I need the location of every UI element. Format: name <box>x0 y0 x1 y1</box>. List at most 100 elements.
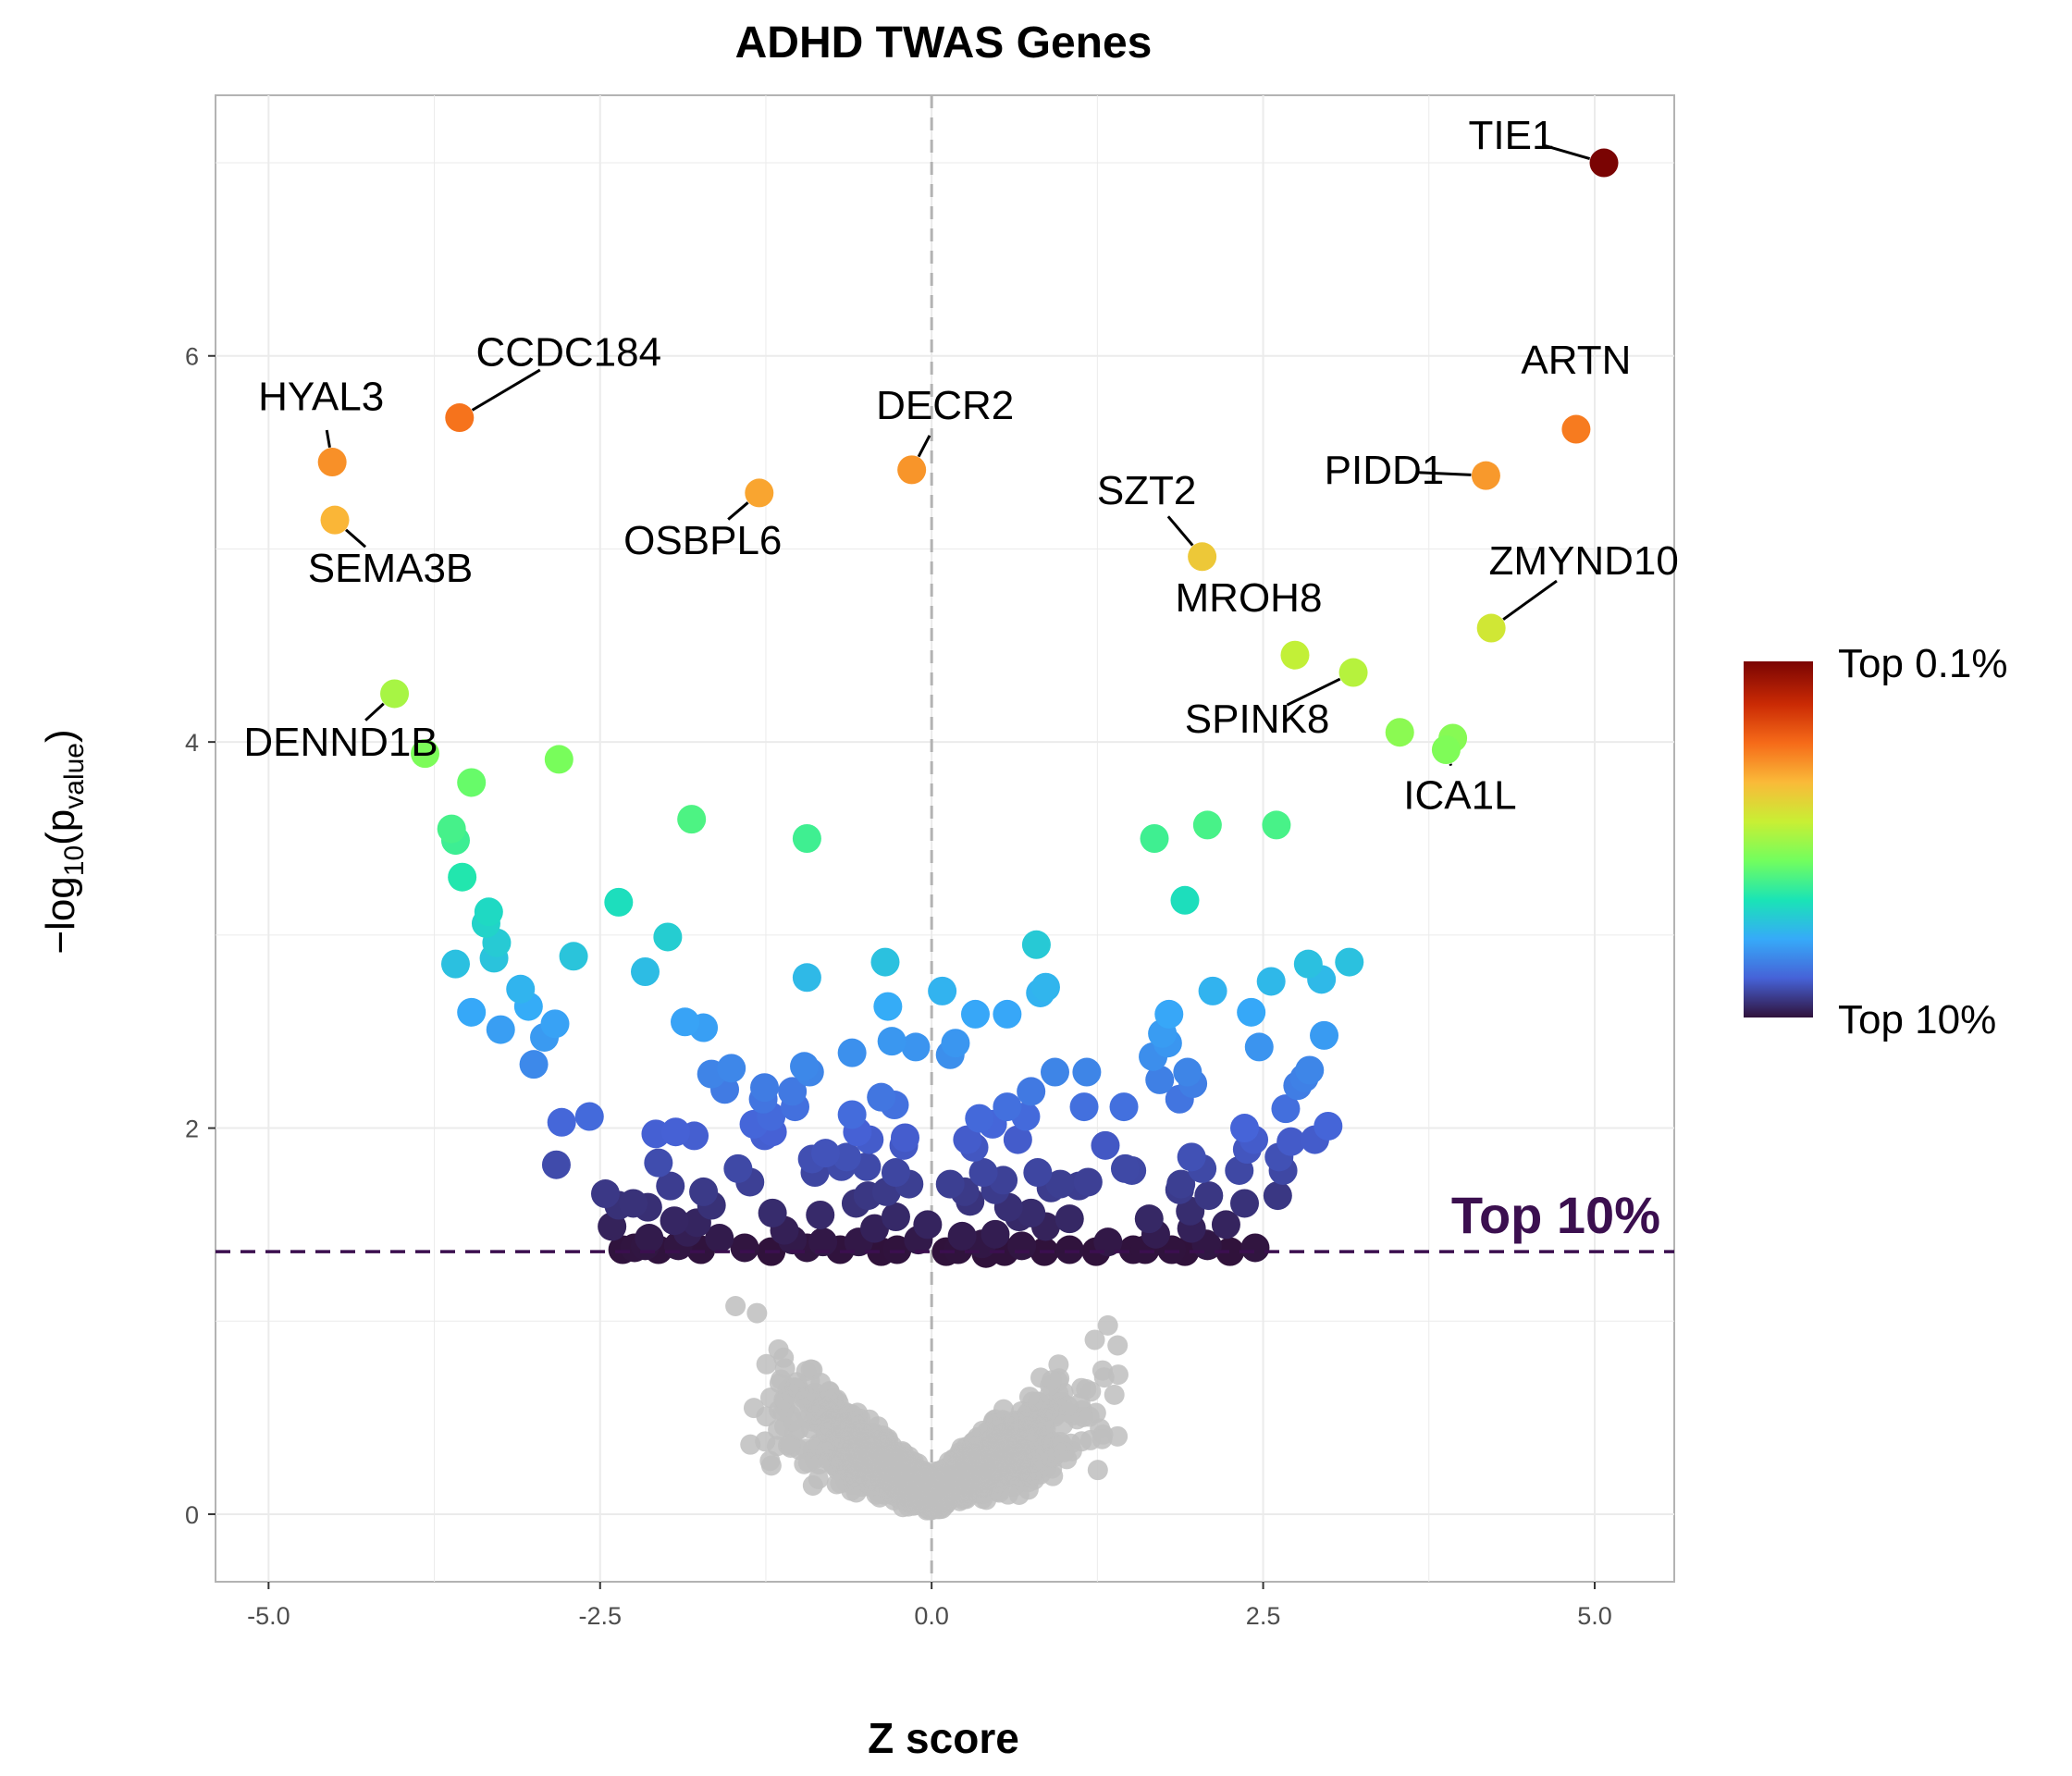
data-point <box>1198 976 1227 1005</box>
labeled-point-artn <box>1561 414 1591 444</box>
data-point <box>723 1153 753 1183</box>
data-point <box>604 887 634 917</box>
grey-point <box>864 1469 885 1490</box>
grey-point <box>1057 1396 1079 1417</box>
data-point <box>980 1219 1010 1249</box>
data-point <box>540 1009 570 1039</box>
grey-point <box>1084 1329 1105 1350</box>
labeled-point-hyal3 <box>317 448 347 477</box>
labeled-point-sema3b <box>320 505 350 535</box>
legend-high-label: Top 0.1% <box>1838 641 2007 686</box>
labeled-point-ica1l <box>1431 734 1461 764</box>
data-point <box>1166 1169 1196 1199</box>
data-point <box>881 1202 910 1232</box>
gene-label-dennd1b: DENND1B <box>243 720 438 765</box>
grey-point <box>938 1451 959 1473</box>
data-point <box>953 1125 982 1154</box>
grey-point <box>1005 1442 1027 1463</box>
x-tick-label: 5.0 <box>1577 1602 1612 1630</box>
grey-points <box>725 1295 1128 1521</box>
data-point <box>1211 1210 1240 1240</box>
grey-point <box>846 1467 868 1488</box>
grey-point <box>1054 1441 1075 1462</box>
data-point <box>1054 1204 1084 1234</box>
gene-label-ica1l: ICA1L <box>1403 772 1516 818</box>
data-point <box>1030 972 1060 1002</box>
data-point <box>474 897 503 927</box>
data-point <box>411 739 440 769</box>
data-point <box>960 999 990 1029</box>
gene-label-tie1: TIE1 <box>1469 113 1555 158</box>
data-point <box>574 1102 604 1131</box>
threshold-label: Top 10% <box>1451 1186 1660 1244</box>
grey-point <box>831 1448 852 1469</box>
grey-point <box>1080 1381 1102 1402</box>
data-point <box>635 1224 664 1253</box>
y-axis-title-prefix: −log <box>38 876 83 954</box>
x-tick-label: 2.5 <box>1246 1602 1281 1630</box>
data-point <box>928 976 957 1005</box>
grey-point <box>1097 1314 1118 1336</box>
data-point <box>677 805 707 834</box>
data-point <box>1263 1181 1292 1211</box>
grey-point <box>1030 1367 1052 1388</box>
data-point <box>1256 967 1286 996</box>
data-point <box>750 1073 780 1103</box>
data-point <box>1237 997 1266 1027</box>
gene-label-zmynd10: ZMYND10 <box>1488 538 1678 584</box>
grey-point <box>772 1400 794 1422</box>
legend-low-label: Top 10% <box>1838 997 1996 1042</box>
data-point <box>873 992 903 1021</box>
gene-label-pidd1: PIDD1 <box>1325 448 1445 493</box>
data-point <box>1145 1065 1175 1094</box>
data-point <box>1177 1142 1206 1172</box>
labeled-point-mroh8 <box>1280 640 1310 670</box>
data-point <box>881 1158 910 1188</box>
grey-point <box>746 1302 768 1324</box>
data-point <box>1271 1094 1301 1124</box>
data-point <box>810 1139 840 1168</box>
grey-point <box>796 1361 817 1382</box>
data-point <box>653 922 683 952</box>
labeled-point-dennd1b <box>380 679 410 709</box>
labeled-point-pidd1 <box>1471 461 1500 490</box>
grey-point <box>1107 1425 1128 1447</box>
leader-line-ica1l <box>1449 763 1453 767</box>
leader-line-sema3b <box>345 528 367 549</box>
data-point <box>941 1029 970 1058</box>
grey-point <box>985 1413 1006 1435</box>
x-tick-label: -5.0 <box>247 1602 290 1630</box>
grey-point <box>1092 1428 1113 1449</box>
grey-point <box>969 1469 991 1490</box>
data-point <box>832 1142 861 1172</box>
data-point <box>837 1100 867 1129</box>
leader-line-decr2 <box>917 435 931 458</box>
data-point <box>541 1150 571 1179</box>
grey-point <box>794 1453 815 1474</box>
grey-point <box>769 1373 790 1394</box>
data-point <box>1230 1189 1260 1218</box>
grey-point <box>885 1480 906 1501</box>
y-axis-title-open: (p <box>38 809 83 845</box>
data-point <box>671 1007 700 1037</box>
data-point <box>837 1038 867 1067</box>
data-point <box>778 1077 808 1106</box>
leader-line-ccdc184 <box>471 368 541 412</box>
grey-point <box>725 1295 746 1316</box>
data-point <box>1170 885 1200 915</box>
data-point <box>867 1082 896 1112</box>
data-point <box>1073 1167 1103 1197</box>
data-point <box>993 999 1022 1029</box>
data-point <box>1017 1198 1046 1227</box>
y-tick-label: 0 <box>185 1501 199 1529</box>
leader-line-spink8 <box>1286 677 1341 707</box>
labeled-point-zmynd10 <box>1476 613 1506 643</box>
data-point <box>792 824 821 853</box>
data-point <box>1003 1125 1032 1154</box>
data-point <box>968 1158 998 1188</box>
data-point <box>1335 947 1364 977</box>
data-point <box>1054 1235 1084 1264</box>
leader-line-zmynd10 <box>1502 579 1558 621</box>
data-point <box>1091 1130 1120 1160</box>
